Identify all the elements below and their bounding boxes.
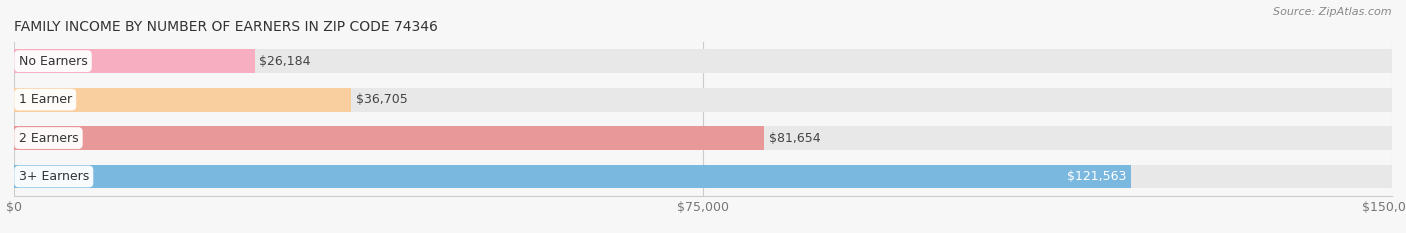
Bar bbox=[14, 164, 1130, 188]
Text: 1 Earner: 1 Earner bbox=[18, 93, 72, 106]
Bar bbox=[14, 49, 254, 73]
Text: $81,654: $81,654 bbox=[769, 132, 820, 144]
Text: 3+ Earners: 3+ Earners bbox=[18, 170, 89, 183]
Bar bbox=[14, 126, 1392, 150]
Text: FAMILY INCOME BY NUMBER OF EARNERS IN ZIP CODE 74346: FAMILY INCOME BY NUMBER OF EARNERS IN ZI… bbox=[14, 20, 437, 34]
Text: No Earners: No Earners bbox=[18, 55, 87, 68]
Bar bbox=[14, 88, 352, 112]
Bar bbox=[14, 88, 1392, 112]
Text: Source: ZipAtlas.com: Source: ZipAtlas.com bbox=[1274, 7, 1392, 17]
Text: $121,563: $121,563 bbox=[1067, 170, 1126, 183]
Bar bbox=[14, 49, 1392, 73]
Bar bbox=[14, 126, 763, 150]
Text: $36,705: $36,705 bbox=[356, 93, 408, 106]
Text: $26,184: $26,184 bbox=[259, 55, 311, 68]
Bar bbox=[14, 164, 1392, 188]
Text: 2 Earners: 2 Earners bbox=[18, 132, 79, 144]
